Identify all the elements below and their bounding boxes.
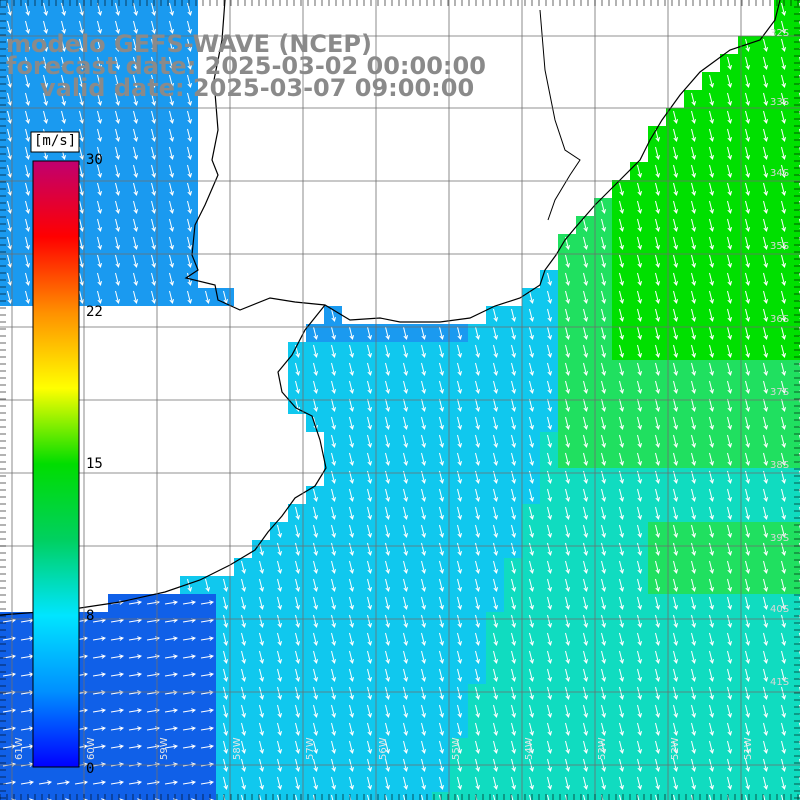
wind-speed-cell [90, 792, 108, 800]
wind-speed-cell [504, 792, 522, 800]
longitude-label: 59W [159, 737, 170, 760]
wind-speed-cell [216, 792, 234, 800]
wind-speed-cell [126, 792, 144, 800]
wind-speed-cell [288, 792, 306, 800]
longitude-label: 57W [305, 737, 316, 760]
colorbar-unit: [m/s] [34, 133, 77, 149]
longitude-label: 55W [451, 737, 462, 760]
latitude-label: 34S [770, 168, 790, 179]
wind-speed-cell [252, 792, 270, 800]
longitude-label: 54W [524, 737, 535, 760]
colorbar-tick-label: 8 [86, 608, 95, 624]
colorbar-gradient [32, 160, 80, 768]
wind-speed-cell [234, 792, 252, 800]
colorbar-tick-label: 22 [86, 304, 103, 320]
wind-speed-cell [702, 792, 720, 800]
wind-speed-cell [486, 792, 504, 800]
latitude-label: 41S [770, 677, 790, 688]
wind-speed-cell [108, 792, 126, 800]
wind-speed-cell [738, 792, 756, 800]
wind-speed-cell [270, 792, 288, 800]
wind-speed-cell [522, 792, 540, 800]
colorbar-tick-label: 15 [86, 456, 103, 472]
wind-speed-cell [450, 792, 468, 800]
latitude-label: 39S [770, 533, 790, 544]
wind-speed-cell [36, 792, 54, 800]
wind-speed-cell [666, 792, 684, 800]
wind-speed-cell [414, 792, 432, 800]
latitude-label: 37S [770, 387, 790, 398]
longitude-label: 53W [597, 737, 608, 760]
wind-speed-cell [378, 792, 396, 800]
wind-speed-cell [72, 792, 90, 800]
wind-speed-cell [540, 792, 558, 800]
longitude-label: 61W [14, 737, 25, 760]
wind-speed-cell [18, 792, 36, 800]
colorbar-tick-label: 30 [86, 152, 103, 168]
longitude-label: 52W [670, 737, 681, 760]
wind-speed-cell [648, 792, 666, 800]
colorbar-tick-label: 0 [86, 761, 95, 777]
wind-speed-cell [360, 792, 378, 800]
latitude-label: 35S [770, 241, 790, 252]
wind-speed-cell [342, 792, 360, 800]
latitude-label: 33S [770, 97, 790, 108]
latitude-label: 40S [770, 604, 790, 615]
wind-speed-cell [630, 792, 648, 800]
wind-speed-cell [144, 792, 162, 800]
wind-speed-cell [324, 792, 342, 800]
latitude-label: 36S [770, 314, 790, 325]
wind-speed-cell [720, 792, 738, 800]
longitude-label: 51W [743, 737, 754, 760]
wind-speed-cell [612, 792, 630, 800]
longitude-label: 60W [86, 737, 97, 760]
wind-speed-cell [594, 792, 612, 800]
longitude-label: 58W [232, 737, 243, 760]
wind-speed-cell [162, 792, 180, 800]
longitude-label: 56W [378, 737, 389, 760]
wind-speed-cell [468, 792, 486, 800]
wind-speed-cell [198, 792, 216, 800]
latitude-label: 32S [770, 28, 790, 39]
wind-speed-cell [576, 792, 594, 800]
wind-speed-cell [0, 792, 18, 800]
latitude-label: 38S [770, 460, 790, 471]
wind-speed-cell [396, 792, 414, 800]
